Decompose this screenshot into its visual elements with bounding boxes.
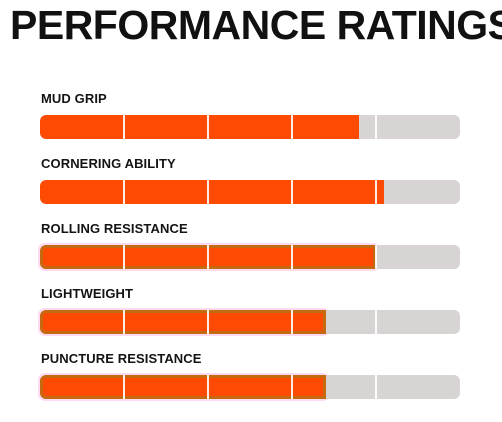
rating-bar-divider	[291, 375, 293, 399]
rating-label: CORNERING ABILITY	[41, 156, 176, 171]
rating-mud-grip: MUD GRIP	[40, 90, 460, 155]
rating-bar-divider	[375, 180, 377, 204]
rating-bar-divider	[291, 180, 293, 204]
rating-bar-divider	[375, 310, 377, 334]
rating-bar-divider	[375, 115, 377, 139]
rating-bar-track	[40, 310, 460, 334]
rating-bar-fill	[40, 180, 384, 204]
rating-label: ROLLING RESISTANCE	[41, 221, 188, 236]
rating-bar-divider	[375, 245, 377, 269]
rating-bar-track	[40, 375, 460, 399]
rating-bar-divider	[291, 115, 293, 139]
rating-bar-divider	[291, 245, 293, 269]
rating-bar-fill	[40, 310, 326, 334]
rating-bar-divider	[123, 180, 125, 204]
rating-bar-track	[40, 180, 460, 204]
rating-bar-divider	[207, 245, 209, 269]
rating-bar-track	[40, 115, 460, 139]
ratings-list: MUD GRIP CORNERING ABILITY ROLLING RESIS…	[38, 90, 460, 415]
rating-cornering-ability: CORNERING ABILITY	[40, 155, 460, 220]
rating-bar-divider	[123, 245, 125, 269]
rating-bar-divider	[207, 310, 209, 334]
rating-bar-divider	[375, 375, 377, 399]
rating-bar-divider	[291, 310, 293, 334]
rating-rolling-resistance: ROLLING RESISTANCE	[38, 220, 460, 285]
rating-label: PUNCTURE RESISTANCE	[41, 351, 202, 366]
rating-bar-divider	[123, 375, 125, 399]
rating-bar-track	[40, 245, 460, 269]
rating-label: LIGHTWEIGHT	[41, 286, 134, 301]
rating-bar-divider	[123, 310, 125, 334]
page-title: PERFORMANCE RATINGS	[10, 2, 502, 48]
rating-bar-divider	[123, 115, 125, 139]
rating-bar-divider	[207, 375, 209, 399]
rating-puncture-resistance: PUNCTURE RESISTANCE	[38, 350, 460, 415]
rating-bar-fill	[40, 375, 326, 399]
rating-label: MUD GRIP	[41, 91, 107, 106]
rating-bar-fill	[40, 115, 359, 139]
rating-bar-divider	[207, 180, 209, 204]
rating-bar-divider	[207, 115, 209, 139]
rating-lightweight: LIGHTWEIGHT	[38, 285, 460, 350]
